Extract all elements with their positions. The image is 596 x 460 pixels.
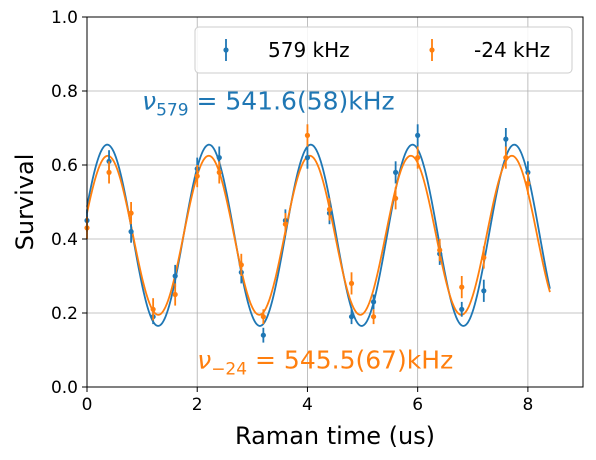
data-point <box>304 155 311 161</box>
data-point <box>459 306 465 312</box>
data-point <box>194 173 200 179</box>
data-point <box>370 314 377 320</box>
legend: 579 kHz -24 kHz <box>194 26 573 74</box>
data-point <box>393 195 399 201</box>
x-tick-label: 2 <box>192 395 203 415</box>
data-point <box>503 136 509 142</box>
data-point <box>216 169 222 175</box>
y-tick-label: 0.2 <box>51 304 78 324</box>
data-point <box>348 314 355 320</box>
fit-curve <box>86 143 551 327</box>
data-point <box>282 221 288 227</box>
data-point <box>260 314 266 320</box>
y-axis-label: Survival <box>11 154 39 251</box>
data-point <box>348 280 355 286</box>
x-axis-label: Raman time (us) <box>235 422 435 450</box>
legend-label: 579 kHz <box>268 38 350 62</box>
data-point <box>415 132 421 138</box>
data-point <box>304 132 311 138</box>
y-tick-label: 0.6 <box>51 156 78 176</box>
data-point <box>150 306 156 312</box>
data-point <box>172 291 178 298</box>
legend-box <box>194 26 573 74</box>
annotations: ν579 = 541.6(58)kHz ν−24 = 545.5(67)kHz <box>142 87 453 380</box>
data-point <box>503 155 509 161</box>
y-tick-label: 0.0 <box>51 378 78 398</box>
fit-curves <box>86 143 551 327</box>
fit-annotation: ν579 = 541.6(58)kHz <box>142 87 395 121</box>
data-point <box>415 155 421 161</box>
x-tick-label: 6 <box>412 395 423 415</box>
data-point <box>393 169 399 175</box>
x-tick-label: 8 <box>522 395 533 415</box>
legend-marker <box>429 47 435 53</box>
x-tick-label: 0 <box>82 395 93 415</box>
data-point <box>525 180 531 187</box>
fit-annotation: ν−24 = 545.5(67)kHz <box>197 346 453 380</box>
legend-label: -24 kHz <box>474 38 550 62</box>
data-point <box>172 273 178 279</box>
y-tick-label: 0.4 <box>51 230 78 250</box>
y-tick-label: 0.8 <box>51 82 78 102</box>
data-point <box>128 229 134 235</box>
data-point <box>481 254 487 261</box>
legend-marker <box>223 47 229 53</box>
data-point <box>437 247 443 253</box>
data-point <box>216 155 222 161</box>
data-point <box>260 332 266 338</box>
x-ticks: 0 2 4 6 8 <box>82 387 533 415</box>
data-point <box>370 299 377 305</box>
x-tick-label: 4 <box>302 395 313 415</box>
plot-frame <box>86 16 584 388</box>
data-point <box>106 169 112 175</box>
y-ticks: 0.0 0.2 0.4 0.6 0.8 1.0 <box>51 8 87 398</box>
data-point <box>128 210 134 216</box>
data-point <box>238 262 244 268</box>
y-tick-label: 1.0 <box>51 8 78 28</box>
fit-curve <box>86 154 551 316</box>
data-point <box>459 284 465 290</box>
data-point <box>326 206 333 212</box>
data-point <box>481 288 487 294</box>
data-point <box>106 158 112 164</box>
